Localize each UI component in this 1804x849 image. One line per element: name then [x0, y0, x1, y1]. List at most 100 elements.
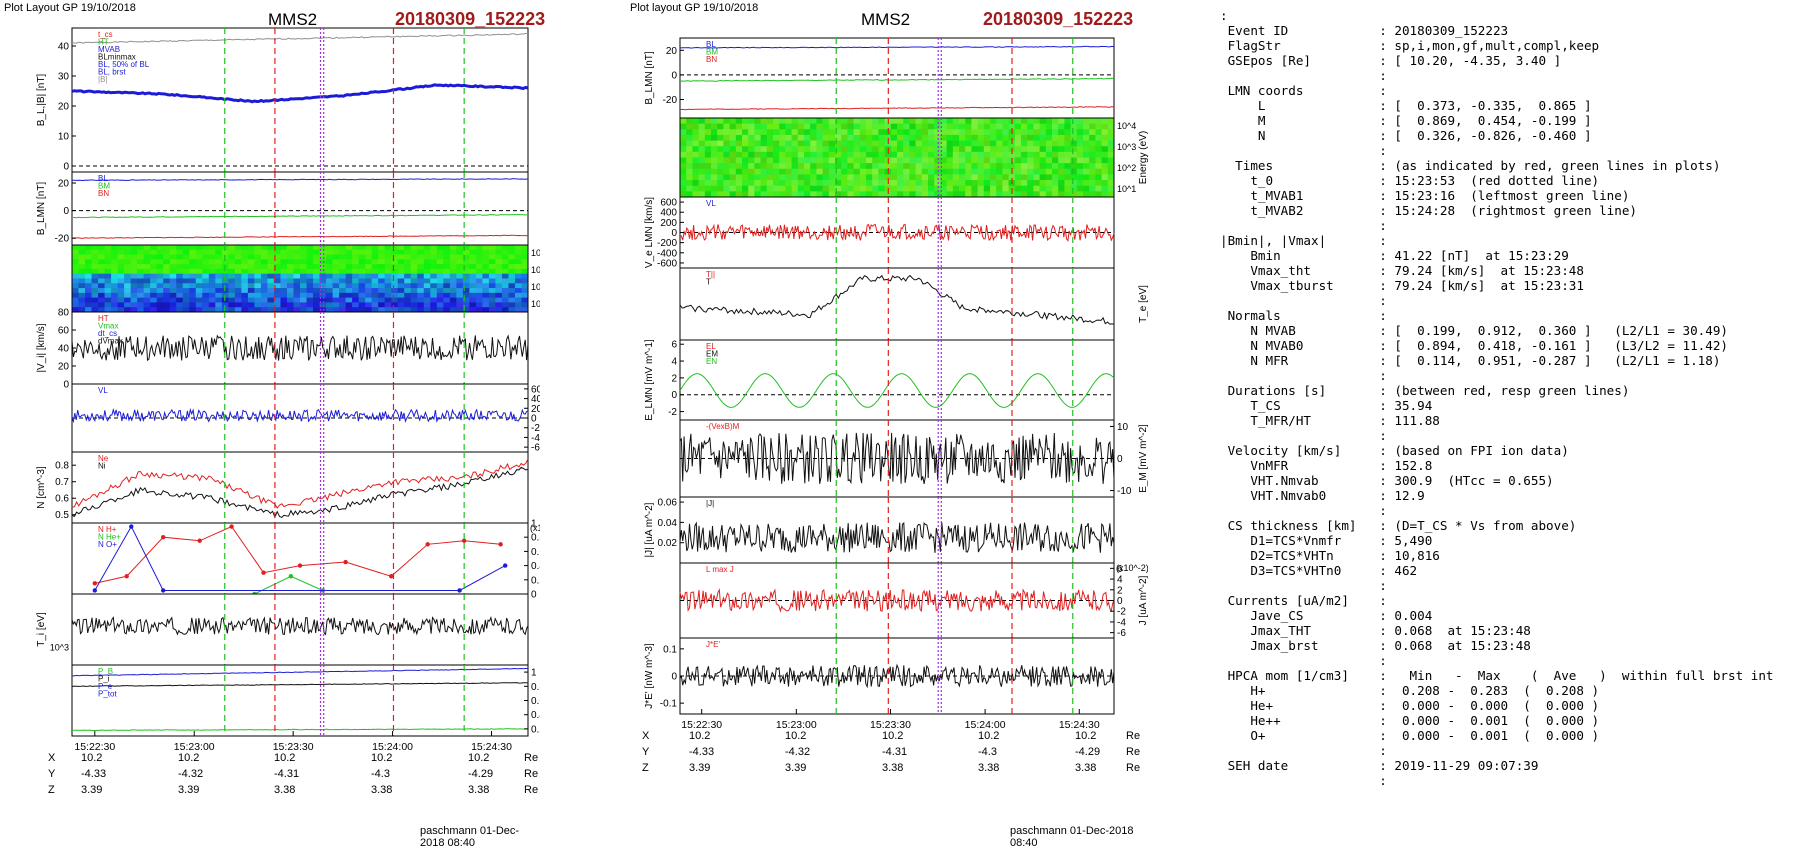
- spectrogram-cell: [443, 254, 451, 260]
- spectrogram-cell: [835, 191, 842, 198]
- spectrogram-cell: [339, 297, 347, 303]
- spectrogram-cell: [698, 140, 706, 147]
- y-tick-label: -40: [531, 433, 540, 444]
- spectrogram-cell: [215, 245, 223, 251]
- spectrogram-cell: [371, 264, 379, 270]
- spectrogram-cell: [319, 249, 327, 256]
- spectrogram-cell: [352, 297, 360, 303]
- y-tick-label: 200: [660, 218, 677, 229]
- spectrogram-cell: [1052, 157, 1059, 164]
- spectrogram-cell: [449, 268, 457, 275]
- spectrogram-cell: [215, 268, 223, 275]
- spectrogram-cell: [680, 191, 687, 198]
- spectrogram-cell: [977, 157, 985, 164]
- spectrogram-cell: [835, 157, 842, 164]
- position-value: 10.2: [178, 752, 200, 764]
- spectrogram-cell: [313, 259, 321, 265]
- spectrogram-cell: [754, 146, 762, 153]
- spectrogram-cell: [228, 259, 236, 265]
- spectrogram-cell: [267, 245, 275, 251]
- spectrogram-cell: [1039, 123, 1047, 130]
- spectrogram-cell: [983, 129, 991, 136]
- spectrogram-cell: [521, 264, 529, 270]
- spectrogram-cell: [358, 268, 366, 275]
- spectrogram-cell: [482, 302, 490, 308]
- spectrogram-cell: [742, 123, 749, 130]
- spectrogram-cell: [208, 302, 216, 308]
- spectrogram-cell: [300, 278, 308, 284]
- position-axis-label: X: [642, 730, 650, 742]
- spectrogram-cell: [940, 168, 948, 175]
- spectrogram-cell: [1083, 151, 1090, 158]
- spectrogram-cell: [723, 129, 731, 136]
- spectrogram-cell: [501, 297, 509, 303]
- spectrogram-cell: [169, 288, 177, 294]
- spectrogram-cell: [404, 302, 412, 308]
- spectrogram-cell: [828, 151, 836, 158]
- spectrogram-cell: [202, 307, 210, 313]
- spectrogram-cell: [859, 174, 867, 181]
- spectrogram-cell: [104, 249, 112, 256]
- spectrogram-cell: [1083, 174, 1090, 181]
- spectrogram-cell: [952, 191, 960, 198]
- y-tick-label: -2: [1117, 607, 1126, 618]
- spectrogram-cell: [495, 292, 503, 299]
- spectrogram-cell: [462, 278, 470, 284]
- spectrogram-cell: [195, 249, 203, 256]
- spectrogram-cell: [1089, 191, 1096, 198]
- spectrogram-cell: [378, 292, 386, 299]
- position-axis-label: Y: [48, 768, 56, 780]
- spectrogram-cell: [137, 268, 145, 275]
- spectrogram-cell: [195, 283, 203, 289]
- spectrogram-cell: [456, 249, 464, 256]
- spectrogram-cell: [785, 191, 793, 198]
- spectrogram-cell: [176, 302, 184, 308]
- spectrogram-cell: [436, 283, 444, 289]
- spectrogram-cell: [449, 297, 457, 303]
- spectrogram-cell: [1002, 174, 1010, 181]
- spectrogram-cell: [195, 245, 203, 251]
- spectrogram-cell: [345, 283, 353, 289]
- summary-line: LMN coords :: [1220, 83, 1387, 98]
- y-tick-label: 4: [671, 357, 677, 368]
- spectrogram-cell: [971, 174, 979, 181]
- spectrogram-cell: [754, 180, 762, 187]
- spectrogram-cell: [1076, 118, 1084, 125]
- spectrogram-cell: [934, 180, 941, 187]
- spectrogram-cell: [475, 292, 483, 299]
- spectrogram-cell: [977, 180, 985, 187]
- spectrogram-cell: [928, 140, 935, 147]
- spectrogram-cell: [971, 151, 979, 158]
- spectrogram-cell: [286, 259, 294, 265]
- position-value: -4.33: [689, 746, 715, 758]
- spectrogram-cell: [254, 273, 262, 279]
- spectrogram-cell: [729, 140, 737, 147]
- spectrogram-cell: [501, 249, 509, 256]
- spectrogram-cell: [78, 283, 86, 289]
- spectrogram-cell: [358, 297, 366, 303]
- spectrogram-cell: [384, 278, 392, 284]
- spectrogram-cell: [404, 307, 412, 313]
- spectrogram-cell: [1014, 185, 1022, 192]
- spectrogram-cell: [365, 268, 373, 275]
- spectrogram-cell: [475, 302, 483, 308]
- series-line: [679, 373, 1115, 408]
- spectrogram-cell: [853, 146, 861, 153]
- spectrogram-cell: [169, 307, 177, 313]
- spectrogram-cell: [946, 180, 954, 187]
- spectrogram-cell: [680, 129, 687, 136]
- spectrogram-cell: [443, 283, 451, 289]
- spectrogram-cell: [247, 268, 255, 275]
- y-tick-label: -20: [663, 95, 678, 106]
- spectrogram-cell: [358, 292, 366, 299]
- spectrogram-cell: [208, 254, 216, 260]
- spectrogram-cell: [98, 292, 106, 299]
- spectrogram-cell: [475, 249, 483, 256]
- spectrogram-cell: [293, 278, 301, 284]
- spectrogram-cell: [397, 268, 405, 275]
- spectrogram-cell: [78, 264, 86, 270]
- spectrogram-cell: [365, 245, 373, 251]
- legend-entry: BL: [706, 40, 716, 49]
- spectrogram-cell: [1064, 129, 1072, 136]
- spectrogram-cell: [417, 264, 425, 270]
